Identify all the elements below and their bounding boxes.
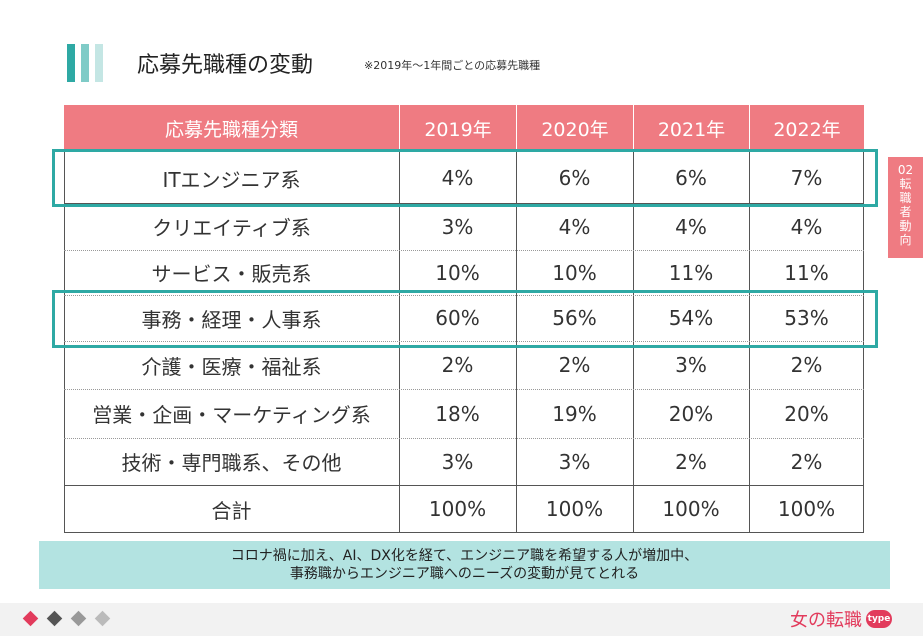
table-header-cell: 応募先職種分類: [164, 119, 298, 141]
total-label-cell: 合計: [211, 498, 252, 523]
value-cell: 3%: [675, 353, 707, 377]
value-cell: 19%: [552, 401, 597, 426]
side-tab-char: 転: [899, 177, 912, 191]
side-tab-number: 02: [897, 163, 914, 177]
value-cell: 11%: [668, 260, 714, 285]
side-tab-char: 者: [899, 205, 912, 219]
table-body: [64, 152, 864, 533]
row-divider: [64, 485, 864, 486]
value-cell: 2%: [790, 449, 823, 474]
category-cell: ITエンジニア系: [162, 167, 301, 192]
column-divider: [399, 152, 400, 533]
table-total-row: 合計 100% 100% 100% 100%: [64, 485, 864, 533]
table-row: サービス・販売系 10% 10% 11% 11%: [64, 250, 864, 295]
table-row: クリエイティブ系 3% 4% 4% 4%: [64, 203, 864, 250]
section-side-tab: 02 転 職 者 動 向: [888, 157, 923, 258]
value-cell: 4%: [675, 214, 707, 239]
value-cell: 2%: [790, 353, 823, 377]
column-divider: [749, 152, 750, 533]
value-cell: 6%: [558, 166, 591, 190]
page-note: ※2019年〜1年間ごとの応募先職種: [364, 59, 541, 72]
table-row: ITエンジニア系 4% 6% 6% 7%: [64, 154, 864, 202]
summary-box: コロナ禍に加え、AI、DX化を経て、エンジニア職を希望する人が増加中、 事務職か…: [39, 541, 890, 589]
value-cell: 6%: [675, 166, 707, 190]
value-cell: 11%: [784, 260, 829, 285]
value-cell: 20%: [668, 401, 714, 426]
category-cell: サービス・販売系: [151, 262, 312, 286]
value-cell: 20%: [784, 401, 829, 426]
side-tab-char: 動: [899, 219, 912, 233]
table-header-row: 応募先職種分類 2019年 2020年 2021年 2022年: [64, 105, 864, 152]
title-bars-decoration: [67, 44, 107, 82]
total-value-cell: 100%: [777, 497, 836, 521]
value-cell: 53%: [784, 306, 829, 330]
table-header-cell: 2021年: [633, 105, 749, 152]
value-cell: 3%: [441, 214, 474, 239]
row-divider: [64, 438, 864, 439]
column-divider: [633, 152, 634, 533]
value-cell: 10%: [552, 260, 597, 285]
category-cell: 営業・企画・マーケティング系: [92, 403, 371, 427]
table-row: 技術・専門職系、その他 3% 3% 2% 2%: [64, 438, 864, 485]
value-cell: 4%: [441, 166, 474, 190]
brand-logo: 女の転職: [790, 610, 862, 631]
table-row: 営業・企画・マーケティング系 18% 19% 20% 20%: [64, 389, 864, 438]
category-cell: クリエイティブ系: [152, 216, 311, 240]
side-tab-char: 職: [899, 191, 912, 205]
value-cell: 4%: [558, 214, 591, 239]
row-divider: [64, 341, 864, 342]
row-divider: [64, 250, 864, 251]
value-cell: 3%: [558, 449, 591, 474]
brand-logo-badge: type: [866, 610, 892, 628]
value-cell: 2%: [558, 353, 591, 377]
value-cell: 3%: [441, 449, 474, 474]
total-value-cell: 100%: [428, 497, 487, 521]
summary-line: コロナ禍に加え、AI、DX化を経て、エンジニア職を希望する人が増加中、: [230, 548, 699, 564]
value-cell: 2%: [675, 449, 707, 474]
highlight-box-it-engineer: [52, 149, 878, 207]
column-divider: [516, 152, 517, 533]
value-cell: 56%: [552, 306, 597, 330]
value-cell: 2%: [441, 353, 474, 377]
footer-bar: [0, 603, 923, 636]
category-cell: 介護・医療・福祉系: [141, 354, 322, 379]
total-value-cell: 100%: [545, 497, 604, 521]
table-header-cell: 2022年: [749, 105, 864, 152]
category-cell: 事務・経理・人事系: [141, 307, 322, 332]
table-row: 介護・医療・福祉系 2% 2% 3% 2%: [64, 341, 864, 389]
highlight-box-office-admin: [52, 290, 878, 348]
title-bar-2: [81, 44, 89, 82]
value-cell: 54%: [668, 306, 714, 330]
category-cell: 技術・専門職系、その他: [121, 451, 342, 475]
row-divider: [64, 295, 864, 296]
row-divider: [64, 203, 864, 204]
table-row: 事務・経理・人事系 60% 56% 54% 53%: [64, 295, 864, 341]
total-value-cell: 100%: [662, 497, 720, 521]
value-cell: 4%: [790, 214, 823, 239]
value-cell: 18%: [435, 401, 480, 426]
value-cell: 7%: [790, 166, 823, 190]
side-tab-char: 向: [899, 233, 912, 247]
title-bar-3: [95, 44, 103, 82]
row-divider: [64, 389, 864, 390]
title-bar-1: [67, 44, 75, 82]
value-cell: 10%: [435, 260, 480, 285]
summary-line: 事務職からエンジニア職へのニーズの変動が見てとれる: [289, 566, 640, 582]
table-header-cell: 2020年: [516, 105, 633, 152]
page-title: 応募先職種の変動: [137, 53, 314, 78]
value-cell: 60%: [435, 306, 480, 330]
table-header-cell: 2019年: [399, 105, 516, 152]
